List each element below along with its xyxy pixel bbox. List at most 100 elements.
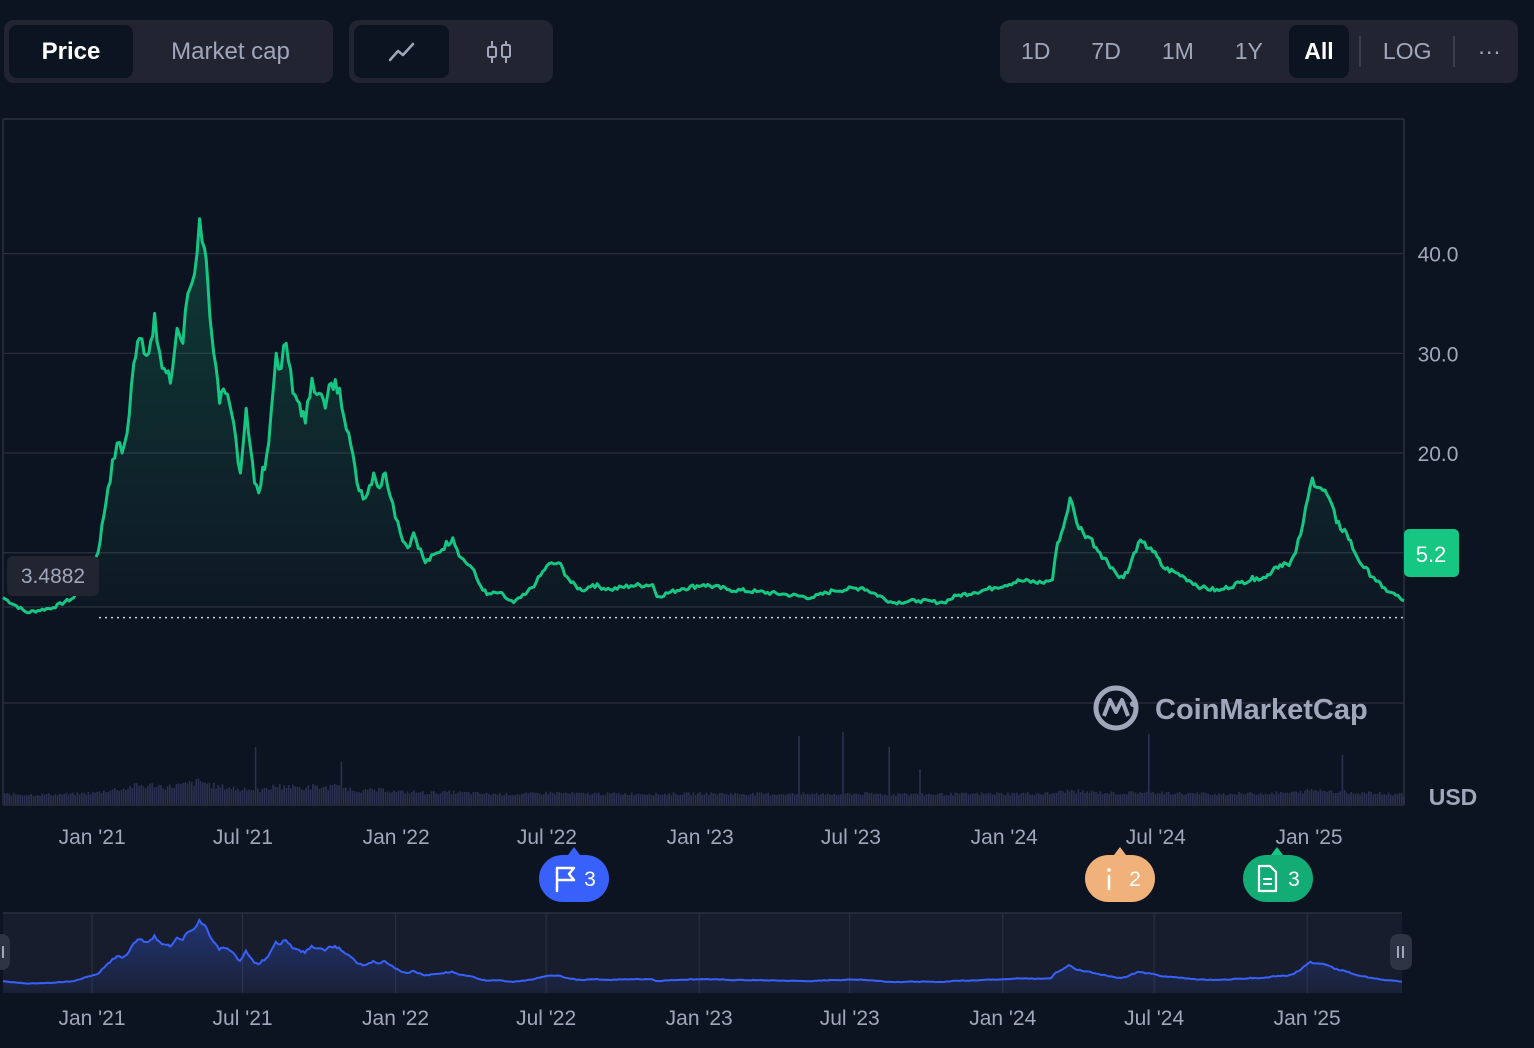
volume-bar	[213, 782, 215, 804]
volume-bar	[358, 792, 360, 804]
volume-bar	[466, 792, 468, 804]
volume-bar	[439, 793, 442, 804]
volume-bar	[1194, 793, 1196, 804]
volume-bar	[1119, 794, 1121, 804]
document-event-marker[interactable]: 3	[1243, 847, 1313, 902]
volume-bar	[576, 792, 578, 804]
y-tick-label: 30.0	[1418, 343, 1459, 366]
log-scale-button[interactable]: LOG	[1382, 38, 1432, 64]
volume-bar	[1368, 791, 1370, 804]
candlestick-chart-button[interactable]	[449, 25, 548, 78]
volume-bar	[261, 788, 263, 804]
volume-bar	[281, 789, 283, 804]
volume-bar	[224, 789, 226, 804]
market-cap-tab[interactable]: Market cap	[171, 37, 290, 65]
volume-bar	[521, 793, 523, 804]
more-options-button[interactable]: ···	[1477, 38, 1501, 64]
volume-bar	[1057, 791, 1060, 804]
volume-bar	[305, 787, 307, 804]
info-event-marker[interactable]: 2	[1085, 847, 1155, 902]
volume-bar	[314, 785, 316, 804]
volume-bar	[1095, 792, 1097, 804]
volume-bar	[419, 792, 422, 804]
volume-bar	[448, 790, 450, 804]
volume-bar	[1077, 789, 1080, 804]
navigator-right-handle[interactable]	[1390, 934, 1412, 970]
volume-bar	[1027, 792, 1029, 804]
volume-bar	[490, 794, 492, 804]
volume-bar	[1299, 790, 1302, 804]
volume-bar	[54, 794, 57, 804]
volume-bar	[241, 789, 244, 804]
volume-bar	[743, 794, 745, 804]
volume-bar	[1269, 794, 1271, 804]
volume-bar	[591, 794, 593, 804]
volume-bar	[1240, 793, 1242, 804]
volume-bar	[584, 793, 587, 804]
volume-bar	[356, 792, 358, 804]
volume-bar	[818, 795, 820, 804]
volume-bar	[1104, 793, 1106, 804]
flag-event-marker[interactable]: 3	[539, 847, 609, 902]
volume-bar	[1018, 794, 1020, 804]
volume-bar	[345, 787, 347, 804]
volume-bar	[604, 795, 607, 804]
range-all-button[interactable]: All	[1288, 25, 1349, 78]
volume-bar	[1174, 793, 1176, 804]
volume-bar	[556, 791, 558, 804]
range-1y-button[interactable]: 1Y	[1234, 38, 1263, 64]
volume-bar	[1262, 794, 1264, 804]
volume-bar	[1123, 793, 1126, 804]
volume-bar	[824, 794, 827, 804]
line-chart-button[interactable]	[354, 25, 449, 78]
volume-bar	[254, 747, 257, 804]
volume-bar	[325, 786, 327, 804]
volume-bar	[914, 793, 917, 804]
volume-bar	[450, 794, 453, 804]
toolbar-divider	[1453, 36, 1456, 67]
volume-bar	[983, 793, 985, 804]
volume-bar	[611, 793, 613, 804]
volume-bar	[188, 781, 191, 804]
volume-bar	[1040, 794, 1042, 804]
volume-bar	[571, 792, 574, 804]
volume-bar	[952, 795, 954, 804]
volume-bar	[397, 790, 400, 804]
volume-bar	[864, 792, 866, 804]
volume-bar	[1196, 792, 1198, 804]
volume-bar	[734, 792, 736, 804]
price-tab[interactable]: Price	[9, 25, 133, 78]
volume-bar	[274, 786, 277, 804]
volume-bar	[94, 792, 96, 804]
volume-bar	[870, 792, 873, 804]
range-1d-button[interactable]: 1D	[1021, 38, 1051, 64]
volume-bar	[811, 793, 813, 804]
volume-bar	[1242, 793, 1245, 804]
volume-bar	[246, 790, 248, 804]
y-tick-label: 40.0	[1418, 244, 1459, 267]
range-7d-button[interactable]: 7D	[1091, 38, 1121, 64]
volume-bar	[1216, 795, 1218, 804]
volume-bar	[37, 795, 39, 804]
volume-bar	[815, 793, 818, 804]
volume-bar	[296, 786, 299, 804]
volume-bar	[186, 783, 189, 804]
volume-bar	[23, 795, 26, 804]
volume-bar	[85, 794, 87, 804]
volume-bar	[859, 794, 862, 804]
volume-bar	[105, 792, 107, 804]
volume-bar	[967, 794, 970, 804]
x-tick-label: Jul '23	[821, 826, 881, 849]
volume-bar	[523, 793, 525, 804]
volume-bar	[972, 793, 974, 804]
volume-bar	[950, 792, 952, 804]
range-1m-button[interactable]: 1M	[1161, 38, 1194, 64]
volume-bar	[279, 783, 281, 804]
navigator-left-handle[interactable]	[0, 934, 10, 970]
volume-bar	[380, 788, 382, 804]
navigator-x-tick-label: Jan '23	[666, 1007, 733, 1030]
volume-bar	[763, 794, 765, 804]
volume-bar	[155, 787, 158, 804]
volume-bar	[906, 793, 908, 804]
